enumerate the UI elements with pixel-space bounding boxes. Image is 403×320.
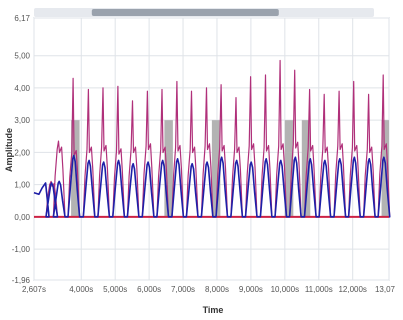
x-tick-label: 7,000s [171,285,195,294]
y-tick-label: 6,17 [14,14,30,23]
x-axis-title: Time [203,305,224,315]
y-tick-label: 4,00 [14,84,30,93]
y-tick-label: 0,00 [14,213,30,222]
y-tick-label: 1,00 [14,181,30,190]
marker-bar [301,120,311,217]
marker-bar [284,120,294,217]
series-lines [33,59,391,218]
plot-area[interactable] [33,17,390,281]
x-tick-label: 2,607s [22,285,46,294]
x-tick-label: 9,000s [239,285,263,294]
x-tick-label: 5,000s [103,285,127,294]
x-tick-label: 10,000s [271,285,299,294]
marker-bar [211,120,221,217]
y-tick-label: 2,00 [14,148,30,157]
horizontal-scrollbar-thumb[interactable] [91,9,279,16]
x-tick-label: 4,000s [69,285,93,294]
y-tick-label: 5,00 [14,52,30,61]
series-line-blue [33,154,391,218]
y-tick-label: -1,96 [12,276,31,285]
x-tick-label: 12,000s [338,285,366,294]
marker-bar [164,120,173,217]
x-tick-label: 8,000s [205,285,229,294]
y-axis-tick-labels: 6,17 5,00 4,00 3,00 2,00 1,00 0,00 -1,00 -1,96 [12,14,31,285]
y-axis-title: Amplitude [4,128,14,172]
x-tick-label: 11,000s [305,285,333,294]
y-tick-label: -1,00 [12,245,31,254]
x-tick-label: 13,07 [375,285,396,294]
y-tick-label: 3,00 [14,116,30,125]
x-axis-tick-labels: 2,607s 4,000s 5,000s 6,000s 7,000s 8,000s 9,00… [22,285,396,294]
x-tick-label: 6,000s [137,285,161,294]
